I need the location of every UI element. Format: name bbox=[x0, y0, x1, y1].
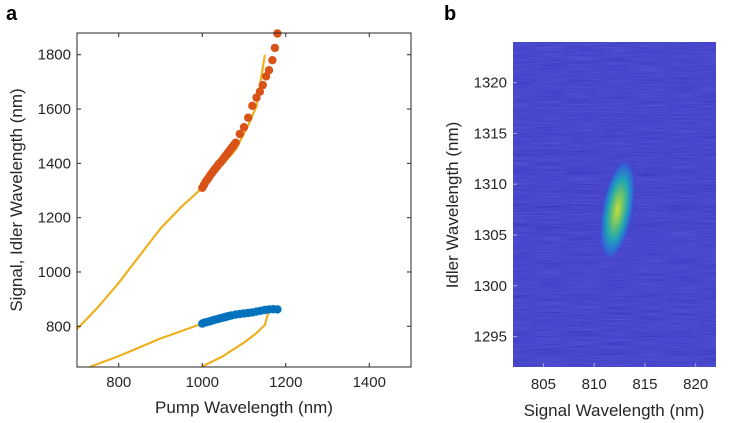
panel-b-x-axis-title: Signal Wavelength (nm) bbox=[524, 401, 705, 420]
panel-a-y-tick-label: 800 bbox=[46, 318, 71, 335]
heatmap-noise-band bbox=[513, 90, 716, 97]
panel-a-y-tick-label: 1200 bbox=[38, 210, 71, 227]
heatmap-noise-band bbox=[513, 132, 716, 139]
heatmap-noise-band bbox=[513, 312, 716, 320]
panel-b-y-tick-label: 1315 bbox=[474, 125, 507, 142]
panel-a-x-axis-title: Pump Wavelength (nm) bbox=[155, 398, 333, 417]
heatmap-noise-band bbox=[513, 78, 716, 84]
panel-a-y-tick-label: 1400 bbox=[38, 155, 71, 172]
heatmap-noise-band bbox=[513, 277, 716, 283]
heatmap-noise-band bbox=[513, 288, 716, 296]
panel-b-x-tick-label: 820 bbox=[683, 376, 708, 393]
heatmap-noise-band bbox=[513, 282, 716, 289]
panel-a-x-tick-label: 800 bbox=[106, 374, 131, 391]
heatmap-noise-band bbox=[513, 114, 716, 121]
panel-a-y-tick-label: 1600 bbox=[38, 101, 71, 118]
panel-a-x-tick-label: 1200 bbox=[269, 374, 302, 391]
heatmap-noise-band bbox=[513, 295, 716, 301]
theory-curve-2 bbox=[76, 54, 266, 330]
heatmap-noise-band bbox=[513, 343, 716, 349]
theory-curve-4 bbox=[201, 309, 271, 368]
panel-a-chart: 800 1000 1200 1400 800 1000 1200 1400 1600 1800 P… bbox=[7, 29, 412, 417]
heatmap-noise-band bbox=[513, 162, 716, 168]
idler-point bbox=[235, 129, 244, 139]
panel-b-x-tick-label: 810 bbox=[582, 376, 607, 393]
heatmap-noise-band bbox=[513, 348, 716, 356]
heatmap-noise-band bbox=[513, 318, 716, 326]
heatmap-noise-band bbox=[513, 138, 716, 145]
idler-point bbox=[264, 66, 274, 75]
idler-point bbox=[255, 87, 265, 96]
heatmap-noise-band bbox=[513, 150, 716, 157]
panel-b-label: b bbox=[444, 3, 456, 25]
heatmap-noise-band bbox=[513, 336, 716, 344]
panel-b-chart: 805 810 815 820 1295 1300 1305 1310 1315 1320 Sig… bbox=[443, 42, 716, 420]
idler-point bbox=[244, 113, 253, 122]
panel-a-label: a bbox=[6, 3, 18, 25]
signal-point bbox=[273, 305, 282, 314]
correlation-peak bbox=[599, 158, 636, 261]
panel-b-y-tick-label: 1310 bbox=[474, 176, 507, 193]
heatmap-noise-band bbox=[513, 72, 716, 79]
heatmap-noise-band bbox=[513, 54, 716, 61]
panel-a-y-axis-title: Signal, Idler Wavelength (nm) bbox=[7, 88, 26, 311]
idler-point bbox=[239, 123, 249, 132]
heatmap-noise-band bbox=[513, 60, 716, 66]
heatmap-noise-band bbox=[513, 355, 716, 362]
heatmap-noise-band bbox=[513, 325, 716, 331]
heatmap-noise-band bbox=[513, 144, 716, 150]
panel-b-y-axis-title: Idler Wavelength (nm) bbox=[443, 122, 462, 289]
panel-b-x-tick-label: 815 bbox=[632, 376, 657, 393]
panel-b-x-tick-label: 805 bbox=[531, 376, 556, 393]
heatmap-noise-band bbox=[513, 120, 716, 127]
panel-a-y-tick-label: 1000 bbox=[38, 264, 71, 281]
panel-b-y-tick-label: 1295 bbox=[474, 329, 507, 346]
panel-a-axes-box bbox=[76, 32, 412, 368]
panel-b-y-tick-label: 1300 bbox=[474, 278, 507, 295]
panel-a-x-tick-label: 1000 bbox=[186, 374, 219, 391]
heatmap-noise-band bbox=[513, 48, 716, 55]
heatmap-noise-band bbox=[513, 156, 716, 163]
heatmap-noise-band bbox=[513, 270, 716, 277]
heatmap-noise-band bbox=[513, 330, 716, 338]
panel-b-y-tick-label: 1320 bbox=[474, 75, 507, 92]
idler-point bbox=[248, 101, 257, 111]
heatmap-noise-band bbox=[513, 84, 716, 91]
heatmap-noise-band bbox=[513, 259, 716, 265]
idler-point bbox=[270, 43, 280, 53]
panel-a-y-tick-label: 1800 bbox=[38, 47, 71, 64]
heatmap-noise-band bbox=[513, 126, 716, 132]
heatmap-noise-band bbox=[513, 264, 716, 271]
heatmap-noise-band bbox=[513, 66, 716, 73]
heatmap-noise-band bbox=[513, 96, 716, 102]
idler-point bbox=[231, 138, 240, 147]
idler-point bbox=[258, 80, 267, 90]
heatmap-noise-band bbox=[513, 102, 716, 109]
panel-a-x-tick-label: 1400 bbox=[353, 374, 386, 391]
heatmap-noise-band bbox=[513, 300, 716, 308]
idler-point bbox=[268, 56, 277, 65]
panel-b-y-tick-label: 1305 bbox=[474, 227, 507, 244]
